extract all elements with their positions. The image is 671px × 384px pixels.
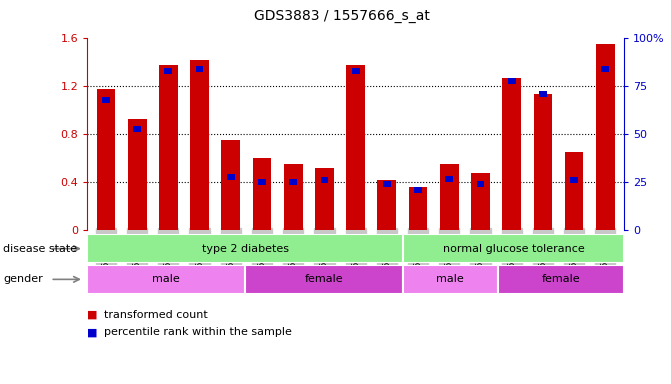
Bar xyxy=(596,45,615,230)
Bar xyxy=(227,174,235,180)
Bar xyxy=(508,78,515,84)
Bar xyxy=(565,152,584,230)
Bar xyxy=(159,65,178,230)
Text: ■: ■ xyxy=(87,327,98,337)
Bar xyxy=(601,66,609,72)
Bar xyxy=(97,89,115,230)
Bar xyxy=(258,179,266,185)
Bar xyxy=(378,180,396,230)
Bar xyxy=(245,265,403,294)
Text: percentile rank within the sample: percentile rank within the sample xyxy=(104,327,292,337)
Text: normal glucose tolerance: normal glucose tolerance xyxy=(443,243,584,254)
Bar xyxy=(440,164,458,230)
Bar xyxy=(414,187,422,193)
Text: type 2 diabetes: type 2 diabetes xyxy=(201,243,289,254)
Text: GDS3883 / 1557666_s_at: GDS3883 / 1557666_s_at xyxy=(254,9,430,23)
Bar xyxy=(570,177,578,184)
Bar xyxy=(87,265,245,294)
Bar xyxy=(284,164,303,230)
Bar xyxy=(164,68,172,74)
Bar xyxy=(87,234,403,263)
Bar xyxy=(409,187,427,230)
Bar xyxy=(476,181,484,187)
Bar xyxy=(190,60,209,230)
Text: transformed count: transformed count xyxy=(104,310,208,320)
Bar xyxy=(321,177,328,184)
Bar xyxy=(352,68,360,74)
Text: ■: ■ xyxy=(87,310,98,320)
Text: male: male xyxy=(436,274,464,285)
Bar xyxy=(134,126,141,132)
Bar xyxy=(253,158,271,230)
Bar xyxy=(498,265,624,294)
Text: female: female xyxy=(541,274,580,285)
Bar xyxy=(315,168,333,230)
Bar xyxy=(127,119,146,230)
Text: disease state: disease state xyxy=(3,243,77,254)
Bar xyxy=(403,265,498,294)
Bar xyxy=(346,65,365,230)
Bar xyxy=(533,94,552,230)
Bar xyxy=(102,97,110,103)
Bar xyxy=(289,179,297,185)
Bar xyxy=(446,175,453,182)
Bar xyxy=(403,234,624,263)
Text: female: female xyxy=(305,274,344,285)
Bar xyxy=(471,173,490,230)
Bar xyxy=(539,91,547,97)
Text: gender: gender xyxy=(3,274,43,285)
Bar xyxy=(221,141,240,230)
Bar xyxy=(196,66,203,72)
Bar xyxy=(503,78,521,230)
Bar xyxy=(383,181,391,187)
Text: male: male xyxy=(152,274,180,285)
